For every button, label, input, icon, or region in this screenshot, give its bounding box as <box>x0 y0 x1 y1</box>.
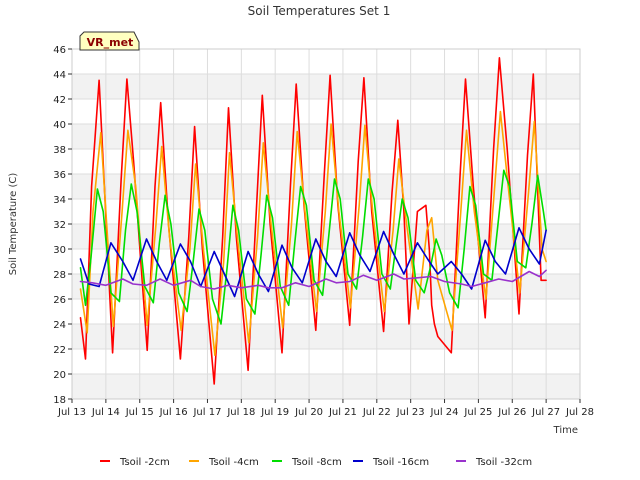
y-tick-label: 20 <box>53 370 66 381</box>
y-tick-label: 34 <box>53 195 66 206</box>
background-band <box>72 74 580 99</box>
station-badge-box <box>79 31 140 51</box>
x-tick-label: Jul 16 <box>159 407 188 418</box>
legend-label: Tsoil -32cm <box>475 457 532 468</box>
background-band <box>72 224 580 249</box>
x-tick-label: Jul 13 <box>57 407 86 418</box>
y-tick-label: 44 <box>53 70 66 81</box>
x-tick-label: Jul 17 <box>192 407 221 418</box>
x-tick-label: Jul 21 <box>328 407 357 418</box>
x-tick-label: Jul 24 <box>430 407 459 418</box>
x-tick-label: Jul 27 <box>531 407 560 418</box>
y-tick-label: 36 <box>53 170 66 181</box>
station-badge: VR_met <box>79 31 140 51</box>
x-tick-label: Jul 23 <box>396 407 425 418</box>
y-axis-title: Soil Temperature (C) <box>8 173 19 276</box>
legend: Tsoil -2cm Tsoil -4cm Tsoil -8cm Tsoil -16c… <box>100 457 532 468</box>
background-band <box>72 324 580 349</box>
y-axis-ticks: 18 20 22 24 26 28 30 32 34 36 38 40 42 44 46 <box>53 45 72 406</box>
x-tick-label: Jul 28 <box>565 407 594 418</box>
x-axis-title: Time <box>553 425 578 436</box>
x-tick-label: Jul 20 <box>294 407 323 418</box>
x-tick-label: Jul 25 <box>463 407 492 418</box>
legend-label: Tsoil -4cm <box>208 457 259 468</box>
y-tick-label: 26 <box>53 295 66 306</box>
y-tick-label: 18 <box>53 395 66 406</box>
y-tick-label: 32 <box>53 220 66 231</box>
y-tick-label: 42 <box>53 95 66 106</box>
series-line-tsoil-2cm <box>79 56 547 385</box>
y-tick-label: 30 <box>53 245 66 256</box>
y-tick-label: 24 <box>53 320 66 331</box>
legend-label: Tsoil -2cm <box>119 457 170 468</box>
x-axis-ticks: Jul 13 Jul 14 Jul 15 Jul 16 Jul 17 Jul 18 Jul … <box>57 399 594 418</box>
legend-label: Tsoil -8cm <box>291 457 342 468</box>
background-band <box>72 349 580 374</box>
chart-title: Soil Temperatures Set 1 <box>248 4 391 18</box>
x-tick-label: Jul 18 <box>226 407 255 418</box>
y-tick-label: 28 <box>53 270 66 281</box>
legend-label: Tsoil -16cm <box>372 457 429 468</box>
plot-background-bands <box>72 49 580 399</box>
background-band <box>72 374 580 399</box>
x-tick-label: Jul 22 <box>362 407 391 418</box>
x-tick-label: Jul 26 <box>497 407 526 418</box>
series-line-tsoil-4cm <box>79 110 547 357</box>
x-tick-label: Jul 19 <box>260 407 289 418</box>
y-tick-label: 46 <box>53 45 66 56</box>
series-line-tsoil-32cm <box>79 269 547 290</box>
y-tick-label: 40 <box>53 120 66 131</box>
series-line-tsoil-16cm <box>79 227 547 298</box>
y-tick-label: 38 <box>53 145 66 156</box>
x-tick-label: Jul 14 <box>91 407 120 418</box>
series-layer <box>79 56 547 385</box>
background-band <box>72 299 580 324</box>
y-tick-label: 22 <box>53 345 66 356</box>
background-band <box>72 49 580 74</box>
station-badge-label: VR_met <box>87 36 134 49</box>
background-band <box>72 274 580 299</box>
x-tick-label: Jul 15 <box>125 407 154 418</box>
